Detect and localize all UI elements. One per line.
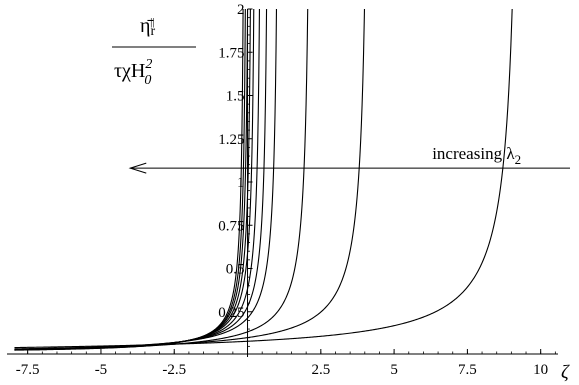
y-label-denominator: τχH2 0 [114,57,152,88]
x-tick-label: -2.5 [162,362,186,378]
curve-10 [14,8,366,350]
annotation: increasing λ2 [128,144,570,174]
y-label-den-sup: 2 [145,57,152,72]
x-axis-label: ζ [561,362,570,383]
y-tick-label: 0.25 [218,305,244,321]
y-label-numerator: η̄r|| [140,15,155,39]
x-tick-label: 2.5 [311,362,330,378]
y-ticks-group: 0.25 0.5 0.75 1 1.25 1.5 1.75 2 [218,2,253,347]
annotation-text: increasing λ2 [432,144,521,167]
y-axis-label: η̄r|| τχH2 0 [112,15,196,88]
x-tick-label: 5 [390,362,398,378]
annotation-text-sub: 2 [515,152,522,167]
y-tick-label: 0.75 [218,218,244,234]
x-tick-label: 7.5 [458,362,477,378]
y-label-den-sub: 0 [144,73,151,88]
y-tick-label: 1.5 [226,89,245,105]
x-tick-label: -5 [95,362,108,378]
annotation-text-base: increasing λ [432,144,515,163]
y-tick-label: 1.25 [218,132,244,148]
y-tick-label: 0.5 [226,262,245,278]
annotation-arrow-head [128,162,147,174]
curve-11 [14,8,513,349]
y-label-num-sub: r [150,24,155,39]
x-tick-label: 10 [533,362,548,378]
y-tick-label: 1 [237,175,245,191]
x-ticks-group: -7.5 -5 -2.5 2.5 5 7.5 10 [16,349,556,378]
curves-group [14,8,513,351]
y-label-num-sup: || [150,16,154,28]
y-tick-label: 2 [237,2,245,18]
axes-group [7,9,558,357]
y-label-den-base: τχH [114,60,145,82]
y-tick-label: 1.75 [218,45,244,61]
x-tick-label: -7.5 [16,362,40,378]
